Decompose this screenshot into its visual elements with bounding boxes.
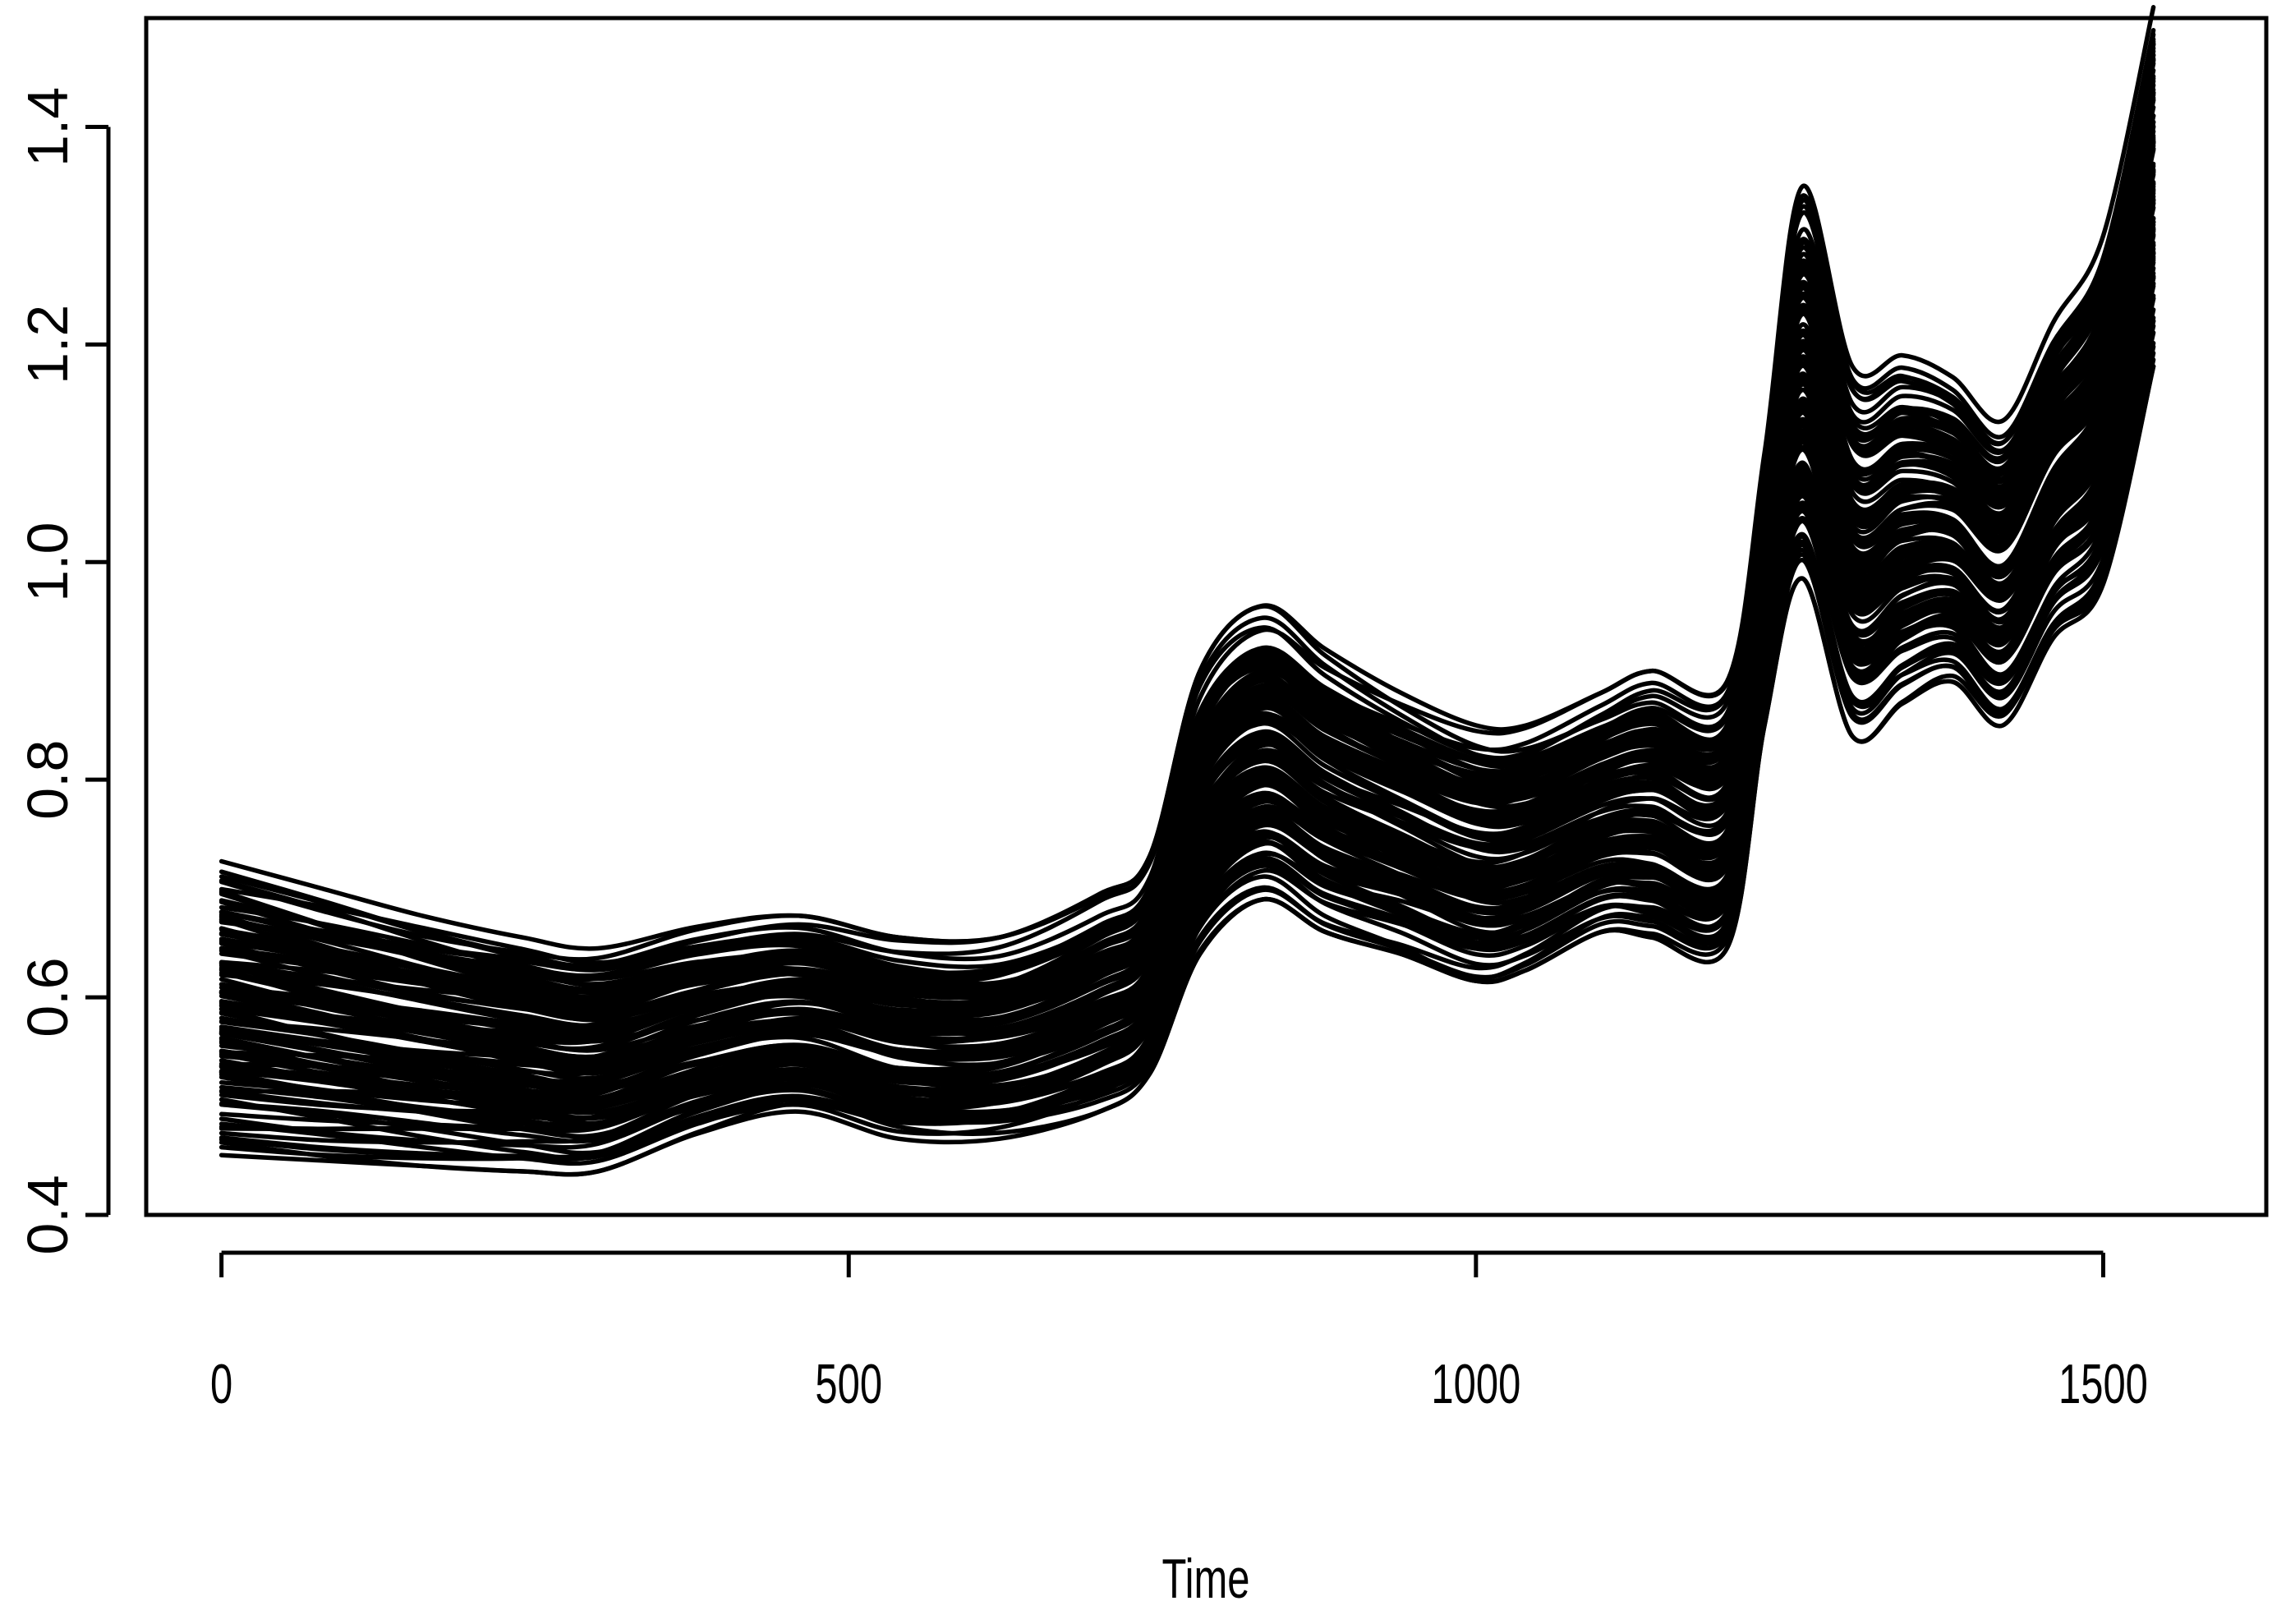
y-tick-label: 0.6 [16,957,80,1037]
series-line [218,191,2156,1070]
y-tick-label: 1.0 [16,522,80,602]
series-lines [218,5,2156,1177]
series-line [218,227,2156,1077]
series-line [218,139,2156,1014]
series-line [218,357,2156,1160]
series-line [218,90,2156,1001]
y-tick-label: 1.2 [16,305,80,384]
series-line [218,318,2156,1150]
plot-frame [144,16,2269,1217]
x-axis: 0 500 1000 1500 [210,1250,2148,1415]
series-line [218,48,2156,978]
series-line [218,250,2156,1106]
x-tick-label: 1000 [1431,1352,1520,1415]
x-axis-label: Time [1162,1547,1250,1610]
series-line [218,5,2156,951]
x-tick-label: 0 [210,1352,232,1415]
series-line [218,254,2156,1130]
series-line [218,215,2156,1097]
series-line [218,255,2156,1104]
series-line [218,330,2156,1177]
series-line [218,265,2156,1111]
y-tick-label: 0.8 [16,740,80,820]
series-line [218,113,2156,1052]
y-axis: 0.4 0.6 0.8 1.0 1.2 1.4 [16,87,111,1255]
x-tick-label: 1500 [2058,1352,2148,1415]
series-line [218,53,2156,1018]
series-line [218,92,2156,1001]
series-line [218,58,2156,995]
series-line [218,260,2156,1139]
series-line [218,184,2156,1035]
y-tick-label: 0.4 [16,1175,80,1254]
x-tick-label: 500 [815,1352,882,1415]
y-tick-label: 1.4 [16,87,80,167]
series-line [218,296,2156,1156]
series-line [218,197,2156,1072]
